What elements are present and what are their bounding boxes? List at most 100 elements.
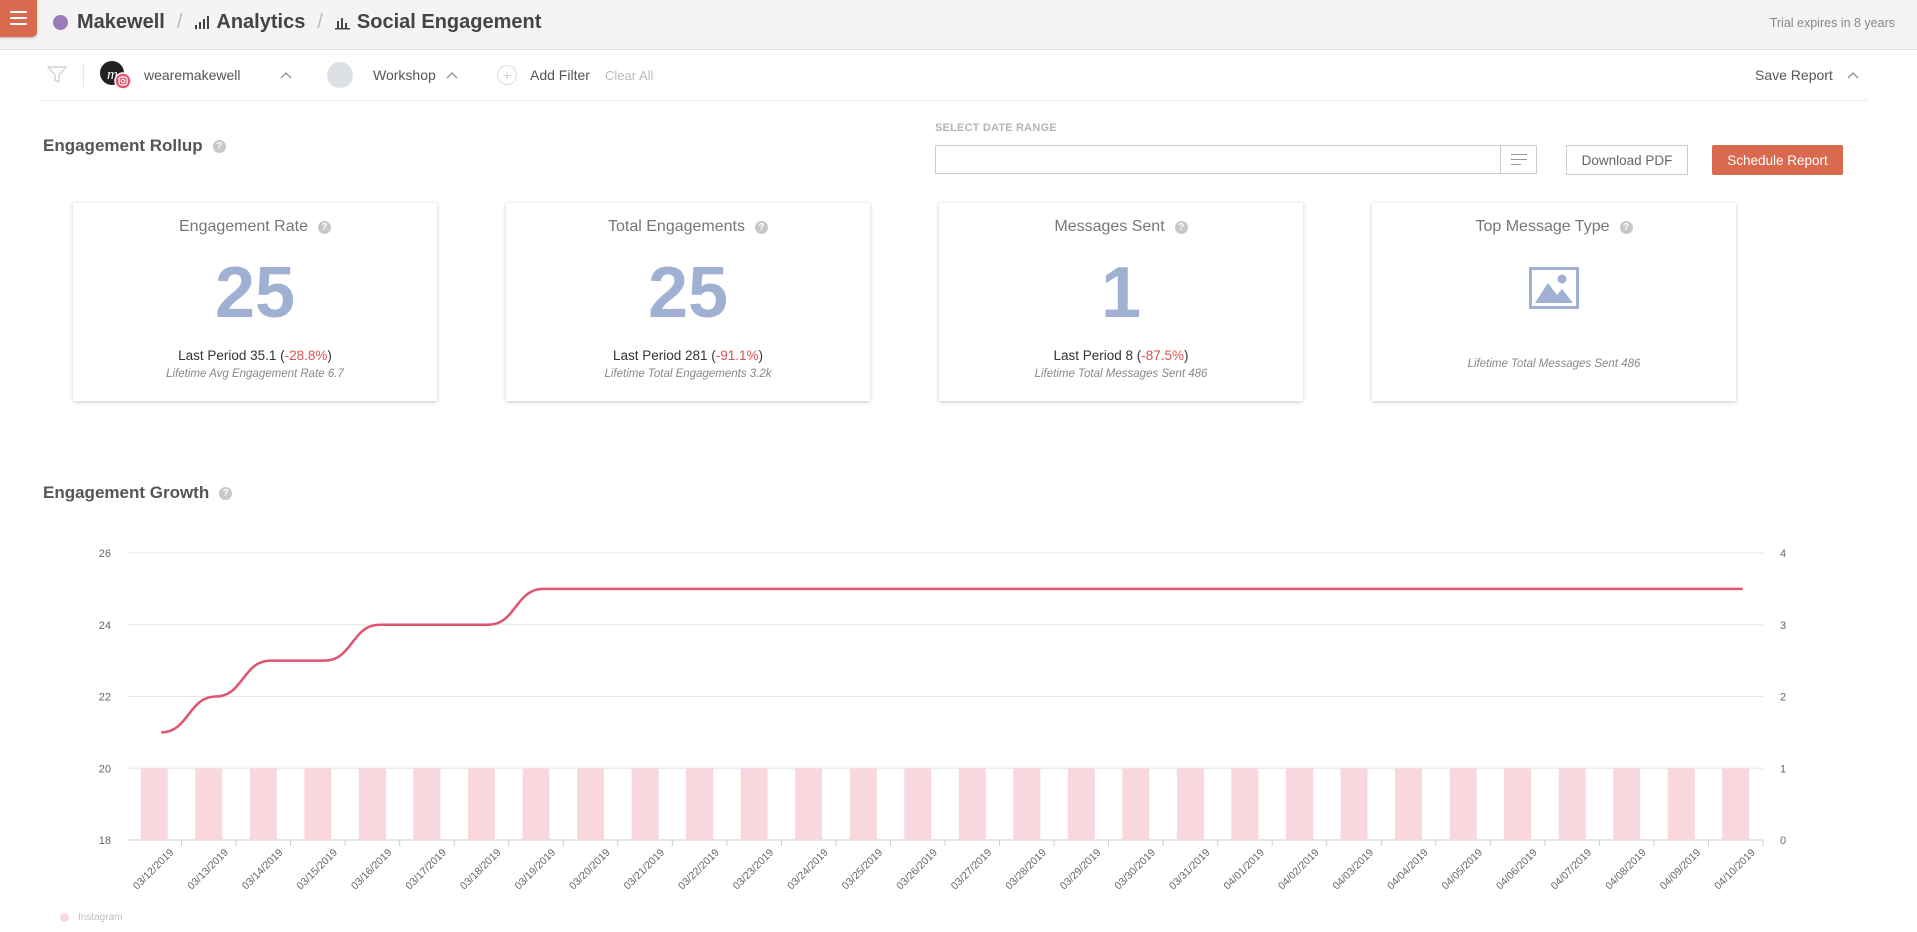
metric-value: 1 [1100,253,1142,333]
card-title: Top Message Type? [1372,218,1736,236]
y-left-tick-label: 18 [99,835,111,847]
save-report-button[interactable]: Save Report [1755,50,1859,100]
y-right-tick-label: 3 [1780,620,1786,632]
x-tick-label: 03/14/2019 [240,847,286,893]
bar [1013,768,1041,840]
bar [577,768,605,840]
y-right-tick-label: 4 [1780,548,1786,560]
bar [140,768,168,840]
last-period-close: ) [1184,348,1189,363]
lifetime-stat: Lifetime Total Messages Sent 486 [1034,368,1208,380]
bar [249,768,277,840]
x-tick-label: 03/17/2019 [403,847,449,893]
last-period: Last Period 281 (-91.1%) [506,348,870,363]
bar [1067,768,1095,840]
y-left-tick-label: 22 [99,692,111,704]
bar-chart-icon [334,17,350,29]
bar [1613,768,1641,840]
help-icon[interactable]: ? [1619,220,1633,234]
chart-legend[interactable]: Instagram [60,912,122,923]
last-period-close: ) [758,348,764,363]
x-tick-label: 03/30/2019 [1112,847,1158,893]
bar [467,768,495,840]
bar [358,768,386,840]
metric-card-top-message-type: Top Message Type? Lifetime Total Message… [1372,203,1736,401]
bar [1122,768,1150,840]
help-icon[interactable]: ? [754,220,768,234]
x-tick-label: 04/07/2019 [1549,847,1595,893]
group-avatar [327,62,353,88]
chevron-up-icon[interactable] [280,71,293,79]
filter-icon[interactable] [47,50,67,100]
engagement-rollup-heading: Engagement Rollup ? [43,136,226,156]
x-tick-label: 04/10/2019 [1712,847,1758,893]
x-tick-label: 03/28/2019 [1003,847,1049,893]
bar [195,768,223,840]
breadcrumb-makewell[interactable]: Makewell [53,11,165,34]
x-tick-label: 03/31/2019 [1167,847,1213,893]
date-range-label: SELECT DATE RANGE [935,122,1057,134]
metric-value: 25 [214,253,296,333]
plus-circle-icon: + [497,65,517,85]
y-right-tick-label: 2 [1780,692,1786,704]
clear-all-link[interactable]: Clear All [605,67,654,83]
bar [1285,768,1313,840]
bar [740,768,768,840]
metric-value: 25 [647,253,729,333]
breadcrumb-analytics[interactable]: Analytics [194,11,305,34]
change-percent: -87.5% [1141,348,1185,363]
bar [1395,768,1423,840]
save-report-label: Save Report [1755,67,1833,83]
card-title-text: Engagement Rate [179,218,308,235]
card-title-text: Messages Sent [1054,218,1165,235]
x-tick-label: 03/29/2019 [1058,847,1104,893]
bar [631,768,659,840]
bar [1558,768,1586,840]
bar [795,768,823,840]
group-filter[interactable]: Workshop [327,50,458,100]
bar [686,768,714,840]
breadcrumb: Makewell / Analytics / Social Engagement [53,11,541,34]
x-tick-label: 03/15/2019 [294,847,340,893]
change-percent: -28.8% [284,348,328,363]
x-tick-label: 03/26/2019 [894,847,940,893]
x-tick-label: 03/19/2019 [512,847,558,893]
group-name: Workshop [373,67,436,83]
section-title-text: Engagement Rollup [43,136,203,155]
profile-filter[interactable]: m wearemakewell [99,50,293,100]
add-filter-button[interactable]: + Add Filter [497,50,590,100]
y-left-tick-label: 20 [99,763,111,775]
filter-bar: m wearemakewell Workshop + Add Filter Cl… [41,50,1867,101]
help-icon[interactable]: ? [317,220,331,234]
trial-notice: Trial expires in 8 years [1769,16,1895,30]
engagement-line [161,587,1743,734]
help-icon[interactable]: ? [212,139,226,153]
chevron-up-icon[interactable] [446,71,458,79]
breadcrumb-social-engagement[interactable]: Social Engagement [334,11,541,34]
breadcrumb-label: Analytics [216,11,306,33]
x-tick-label: 03/13/2019 [185,847,231,893]
help-icon[interactable]: ? [219,486,233,500]
bar [1340,768,1368,840]
x-tick-label: 04/03/2019 [1330,847,1376,893]
x-tick-label: 03/16/2019 [349,847,395,893]
x-tick-label: 03/21/2019 [622,847,668,893]
y-right-tick-label: 0 [1780,835,1786,847]
date-range-menu-icon[interactable] [1501,145,1537,174]
download-pdf-button[interactable]: Download PDF [1566,145,1688,175]
bar [1449,768,1477,840]
help-icon[interactable]: ? [1174,220,1188,234]
bar [849,768,877,840]
hamburger-menu-icon[interactable] [0,0,37,37]
y-left-tick-label: 24 [99,620,111,632]
section-title-text: Engagement Growth [43,483,210,502]
chevron-up-icon[interactable] [1847,71,1859,79]
breadcrumb-separator: / [176,11,183,33]
y-left-tick-label: 26 [99,548,111,560]
bar [1504,768,1532,840]
schedule-report-button[interactable]: Schedule Report [1712,145,1843,175]
bar [1231,768,1259,840]
date-range-input[interactable] [935,145,1501,174]
top-bar: Makewell / Analytics / Social Engagement… [0,0,1917,50]
